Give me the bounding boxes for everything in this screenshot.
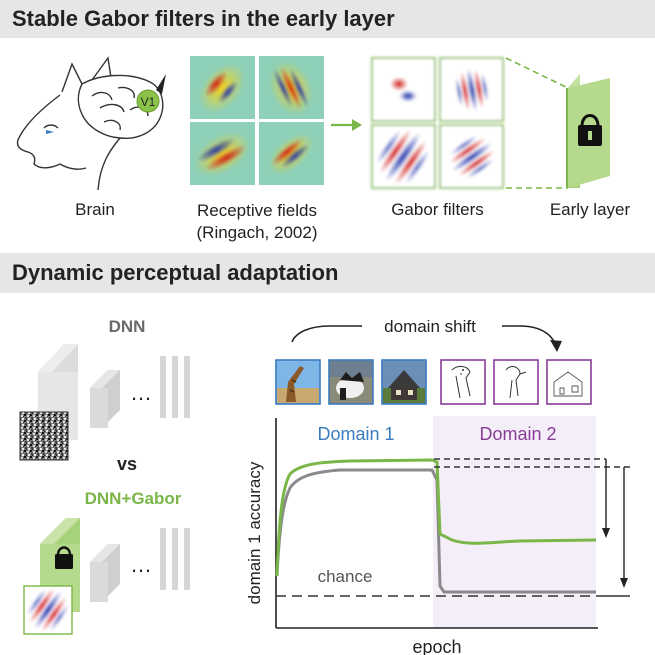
lock-icon xyxy=(578,114,602,146)
projection-line-top xyxy=(505,57,569,89)
section-header-top: Stable Gabor filters in the early layer xyxy=(0,0,655,38)
thumbnail-giraffe-sketch xyxy=(440,359,486,405)
v1-marker xyxy=(136,89,160,113)
receptive-field-2 xyxy=(259,56,324,119)
domain-shift-label: domain shift xyxy=(384,317,476,336)
thumbnail-house-sketch xyxy=(546,359,592,405)
gray-drop-arrow xyxy=(620,467,628,588)
domain-shift-left-arc xyxy=(291,325,362,343)
early-layer-label: Early layer xyxy=(549,200,631,219)
domain-shift-arrowhead xyxy=(550,340,562,352)
eye-icon xyxy=(46,130,54,134)
x-axis-label: epoch xyxy=(412,637,461,655)
dnn-ellipsis: … xyxy=(130,380,152,405)
dnn-gabor-curve xyxy=(275,458,597,577)
dnn-gabor-label: DNN+Gabor xyxy=(85,489,182,508)
gabor-filter-3 xyxy=(368,120,438,194)
noise-input-image xyxy=(19,411,69,461)
receptive-field-1 xyxy=(190,56,255,119)
domain1-label: Domain 1 xyxy=(317,424,394,444)
receptive-fields-grid xyxy=(190,56,324,185)
brain-illustration xyxy=(16,56,164,191)
section-title-bottom: Dynamic perceptual adaptation xyxy=(12,260,339,285)
lock-icon-small xyxy=(55,546,73,569)
receptive-field-4 xyxy=(259,122,324,185)
thumbnail-dog xyxy=(328,359,374,405)
vs-label: vs xyxy=(117,454,137,474)
brain-label: Brain xyxy=(75,200,115,219)
accuracy-chart: Domain 1 Domain 2 epoch domain 1 accurac… xyxy=(245,416,630,655)
gabor-filters-label: Gabor filters xyxy=(391,200,484,219)
v1-label: V1 xyxy=(141,95,156,109)
gabor-filters-grid xyxy=(368,57,504,194)
electrode-icon xyxy=(156,74,166,94)
gabor-filter-4 xyxy=(439,124,504,189)
chance-label: chance xyxy=(318,567,373,586)
section-title-top: Stable Gabor filters in the early layer xyxy=(12,6,395,31)
receptive-fields-line2: (Ringach, 2002) xyxy=(196,223,318,242)
receptive-field-3 xyxy=(190,122,255,185)
y-axis-label: domain 1 accuracy xyxy=(245,461,264,604)
dnn-architecture xyxy=(19,344,190,461)
thumbnail-house xyxy=(381,359,427,405)
section-header-bottom: Dynamic perceptual adaptation xyxy=(0,253,655,293)
dnn-gabor-ellipsis: … xyxy=(130,552,152,577)
receptive-fields-line1: Receptive fields xyxy=(196,201,317,220)
domain1-region xyxy=(276,416,433,628)
gabor-filter-2 xyxy=(439,57,504,122)
gabor-filter-1 xyxy=(371,57,436,122)
arrow-rf-to-gabor xyxy=(331,119,362,131)
receptive-fields-label: Receptive fields (Ringach, 2002) xyxy=(172,200,342,244)
domain2-label: Domain 2 xyxy=(479,424,556,444)
dnn-label: DNN xyxy=(109,317,146,336)
domain-shift-right-arc xyxy=(502,325,557,347)
thumbnail-giraffe xyxy=(275,359,321,405)
green-drop-arrow xyxy=(602,459,610,538)
thumbnail-dog-sketch xyxy=(493,359,539,405)
gabor-input-image xyxy=(20,581,76,639)
